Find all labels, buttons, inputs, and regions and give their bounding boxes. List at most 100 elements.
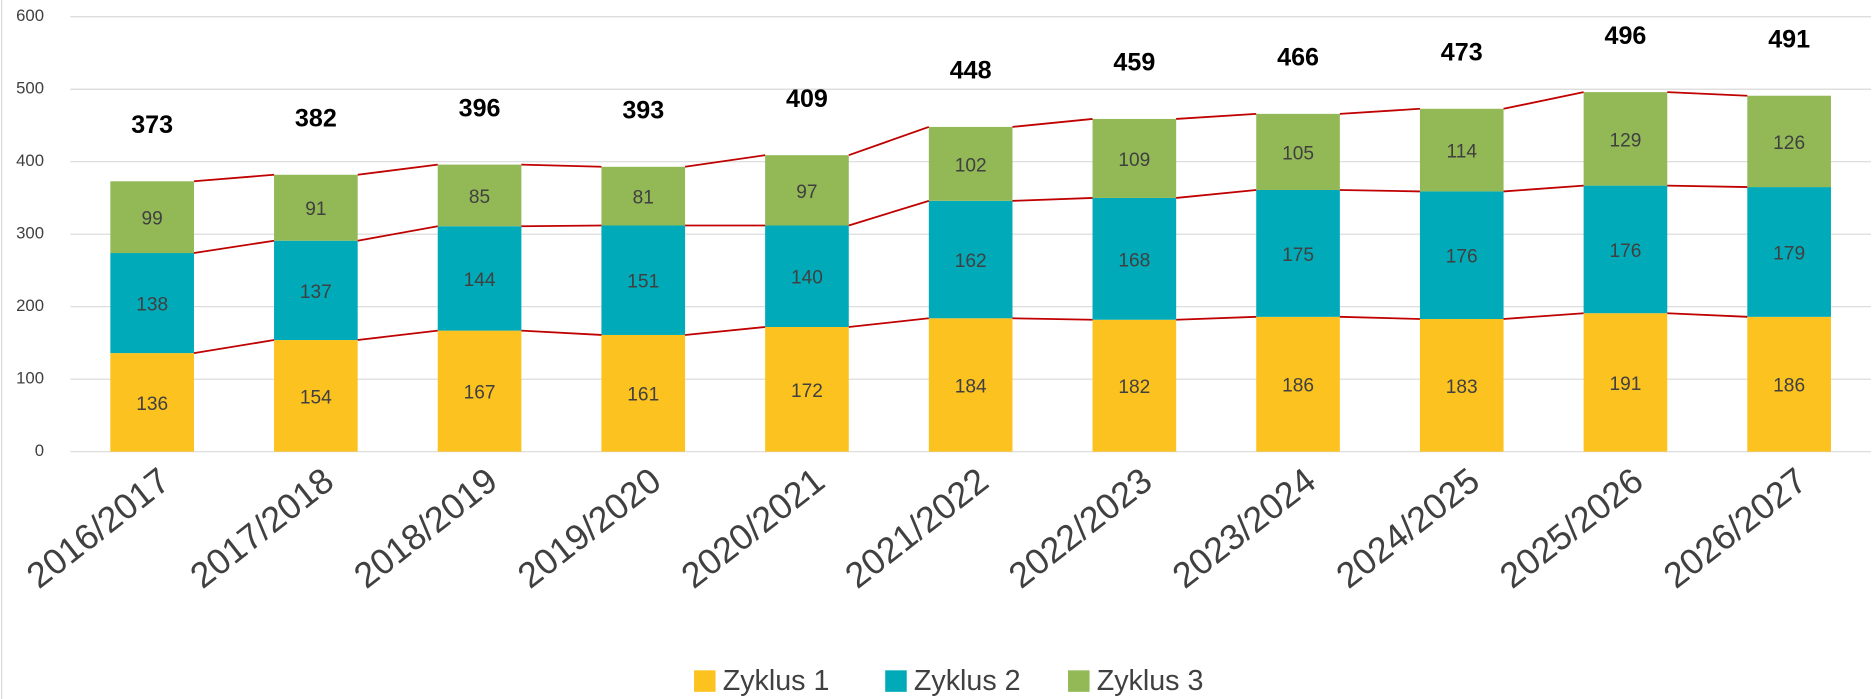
value-label: 161 xyxy=(627,385,659,406)
x-tick-group: 2025/2026 xyxy=(1492,460,1650,596)
bar-segment xyxy=(1583,185,1668,314)
connector-line xyxy=(193,173,275,183)
connector-line xyxy=(193,339,275,354)
x-tick-label: 2020/2021 xyxy=(674,460,832,596)
connector-line xyxy=(521,163,602,168)
bar-segment xyxy=(601,334,686,452)
bar-segment xyxy=(928,200,1013,319)
bar-segment xyxy=(1419,191,1504,320)
value-label: 81 xyxy=(633,188,654,209)
bar-segment xyxy=(274,174,358,241)
bar-segment xyxy=(765,225,849,327)
y-tick-label: 0 xyxy=(35,441,44,460)
total-label: 466 xyxy=(1277,44,1319,72)
value-label: 168 xyxy=(1118,250,1150,271)
connector-line xyxy=(848,317,929,328)
x-tick-label: 2024/2025 xyxy=(1329,460,1487,596)
total-label: 491 xyxy=(1768,25,1810,53)
bar-segment xyxy=(1256,189,1340,317)
connector-line xyxy=(1012,317,1093,321)
x-tick-label: 2016/2017 xyxy=(19,460,177,596)
value-label: 126 xyxy=(1773,133,1805,154)
value-label: 154 xyxy=(300,387,332,408)
bar-segment xyxy=(928,318,1013,452)
value-label: 172 xyxy=(791,381,823,402)
connector-line xyxy=(357,225,438,242)
legend-label: Zyklus 2 xyxy=(914,665,1021,697)
x-tick-label: 2021/2022 xyxy=(838,460,996,596)
x-tick-label: 2025/2026 xyxy=(1492,460,1650,596)
value-label: 105 xyxy=(1282,143,1314,164)
legend-label: Zyklus 1 xyxy=(723,665,830,697)
connector-line xyxy=(1012,118,1093,128)
bar-segment xyxy=(437,164,522,227)
connector-line xyxy=(357,163,438,176)
x-tick-label: 2022/2023 xyxy=(1001,460,1159,596)
x-tick-label: 2023/2024 xyxy=(1165,460,1323,596)
connector-line xyxy=(1176,189,1257,199)
bar-segment xyxy=(1583,313,1668,452)
bar-segment xyxy=(1092,319,1177,452)
x-tick-label: 2017/2018 xyxy=(183,460,341,596)
x-tick-group: 2016/2017 xyxy=(19,460,177,596)
y-tick-label: 100 xyxy=(16,369,44,388)
bar-segment xyxy=(1092,197,1177,320)
legend-swatch xyxy=(694,670,716,692)
connector-line xyxy=(1503,312,1584,320)
bar-segment xyxy=(110,253,194,354)
y-tick-label: 600 xyxy=(16,6,44,25)
x-tick-group: 2026/2027 xyxy=(1656,460,1814,596)
connector-line xyxy=(848,126,930,157)
connector-line xyxy=(357,329,438,341)
value-label: 151 xyxy=(627,272,659,293)
connector-line xyxy=(1339,107,1420,115)
value-label: 109 xyxy=(1118,150,1150,171)
bar-segment xyxy=(765,155,849,226)
bar-segment xyxy=(1256,113,1340,190)
connector-line xyxy=(1012,197,1093,202)
x-tick-group: 2020/2021 xyxy=(674,460,832,596)
value-label: 97 xyxy=(796,182,817,203)
connector-line xyxy=(1176,315,1257,321)
value-label: 176 xyxy=(1446,247,1478,268)
bar-segment xyxy=(765,326,849,452)
bar-segment xyxy=(437,330,522,452)
connector-line xyxy=(1667,184,1748,188)
value-label: 176 xyxy=(1609,241,1641,262)
bar-segment xyxy=(1747,316,1831,452)
value-label: 182 xyxy=(1118,377,1150,398)
x-tick-group: 2024/2025 xyxy=(1329,460,1487,596)
value-label: 91 xyxy=(305,199,326,220)
value-label: 167 xyxy=(464,383,496,404)
bar-segment xyxy=(1256,316,1340,452)
legend-label: Zyklus 3 xyxy=(1097,665,1204,697)
x-tick-label: 2026/2027 xyxy=(1656,460,1814,596)
value-label: 186 xyxy=(1282,376,1314,397)
value-label: 179 xyxy=(1773,243,1805,264)
legend-swatch xyxy=(1068,670,1090,692)
value-label: 162 xyxy=(955,251,987,272)
y-tick-label: 400 xyxy=(16,151,44,170)
connector-line xyxy=(1503,184,1584,193)
bar-segment xyxy=(110,181,194,254)
legend-swatch xyxy=(885,670,907,692)
value-label: 102 xyxy=(955,155,987,176)
connector-line xyxy=(684,326,766,336)
total-label: 382 xyxy=(295,104,337,132)
bar-segment xyxy=(274,340,358,452)
value-label: 137 xyxy=(300,282,332,303)
bar-segment xyxy=(1747,95,1831,188)
value-label: 140 xyxy=(791,268,823,289)
x-tick-group: 2018/2019 xyxy=(347,460,505,596)
bar-segment xyxy=(601,166,686,226)
total-label: 373 xyxy=(131,111,173,139)
connector-line xyxy=(193,239,275,254)
connector-line xyxy=(1503,91,1584,110)
connector-line xyxy=(1339,315,1420,320)
total-label: 473 xyxy=(1441,38,1483,66)
value-label: 85 xyxy=(469,187,490,208)
bar-segment xyxy=(437,226,522,331)
bar-segment xyxy=(1747,187,1831,317)
